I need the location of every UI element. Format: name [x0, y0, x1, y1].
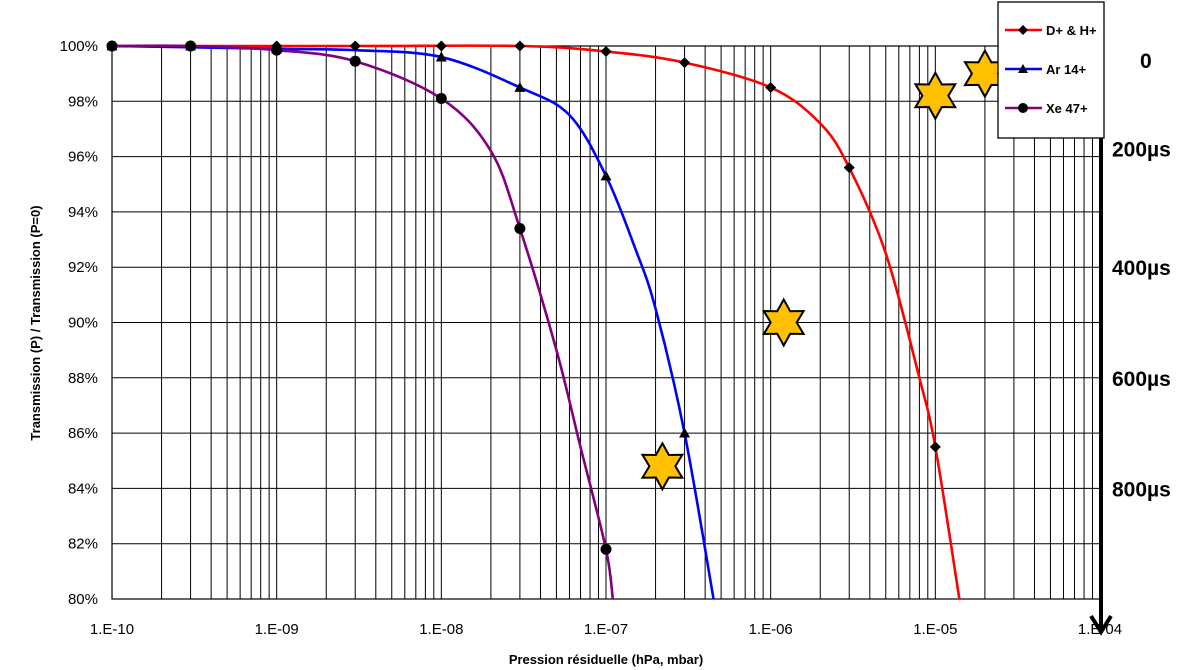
legend-label: D+ & H+ — [1046, 23, 1097, 38]
data-point — [106, 40, 118, 52]
x-tick-label: 1.E-06 — [749, 621, 793, 638]
data-point — [600, 46, 612, 58]
time-axis: 0 200µs 400µs 600µs 800µs — [1089, 50, 1171, 636]
time-label: 400µs — [1112, 257, 1171, 280]
x-axis-title: Pression résiduelle (hPa, mbar) — [509, 652, 703, 667]
data-point — [600, 543, 612, 555]
data-point — [435, 93, 447, 105]
x-tick-label: 1.E-08 — [419, 621, 463, 638]
data-point — [514, 222, 526, 234]
series-markers — [106, 40, 941, 555]
time-axis-arrowhead — [1089, 614, 1113, 636]
data-point — [514, 40, 526, 52]
series-curves — [112, 44, 961, 599]
y-tick-label: 96% — [68, 149, 98, 166]
y-tick-label: 82% — [68, 536, 98, 553]
series-line — [112, 44, 961, 599]
time-label: 200µs — [1112, 138, 1171, 161]
data-point — [435, 40, 447, 52]
star-marker — [761, 297, 806, 348]
data-point — [765, 81, 777, 93]
y-tick-label: 88% — [68, 370, 98, 387]
x-tick-label: 1.E-09 — [255, 621, 299, 638]
y-tick-label: 100% — [60, 38, 98, 55]
y-tick-label: 86% — [68, 425, 98, 442]
legend-marker — [1018, 103, 1028, 113]
y-tick-label: 92% — [68, 259, 98, 276]
data-point — [679, 57, 691, 69]
x-tick-label: 1.E-07 — [584, 621, 628, 638]
y-tick-label: 80% — [68, 591, 98, 608]
series-line — [112, 44, 715, 599]
axis-tick-labels: 1.E-10 1.E-09 1.E-08 1.E-07 1.E-06 1.E-05 1.E-… — [60, 38, 1122, 638]
data-point — [679, 427, 691, 438]
legend-label: Xe 47+ — [1046, 101, 1088, 116]
data-point — [514, 81, 526, 92]
x-tick-label: 1.E-05 — [913, 621, 957, 638]
data-point — [349, 40, 361, 52]
data-point — [271, 44, 283, 56]
data-point — [843, 162, 855, 174]
y-tick-label: 98% — [68, 93, 98, 110]
time-label: 0 — [1140, 50, 1152, 73]
legend: D+ & H+ Ar 14+ Xe 47+ — [997, 1, 1105, 139]
star-marker — [640, 441, 685, 492]
legend-marker — [1018, 25, 1028, 35]
star-marker — [913, 70, 958, 121]
grid — [111, 45, 1101, 600]
y-axis-title: Transmission (P) / Transmission (P=0) — [28, 205, 43, 440]
legend-label: Ar 14+ — [1046, 62, 1087, 77]
y-tick-label: 94% — [68, 204, 98, 221]
series-line — [112, 44, 615, 599]
data-point — [929, 441, 941, 453]
data-point — [349, 55, 361, 67]
time-label: 800µs — [1112, 478, 1171, 501]
y-tick-label: 84% — [68, 480, 98, 497]
star-annotations — [640, 48, 1007, 492]
y-tick-label: 90% — [68, 315, 98, 332]
time-label: 600µs — [1112, 368, 1171, 391]
x-tick-label: 1.E-10 — [90, 621, 134, 638]
data-point — [435, 51, 447, 62]
data-point — [600, 170, 612, 181]
data-point — [185, 40, 197, 52]
legend-marker — [1018, 64, 1028, 73]
